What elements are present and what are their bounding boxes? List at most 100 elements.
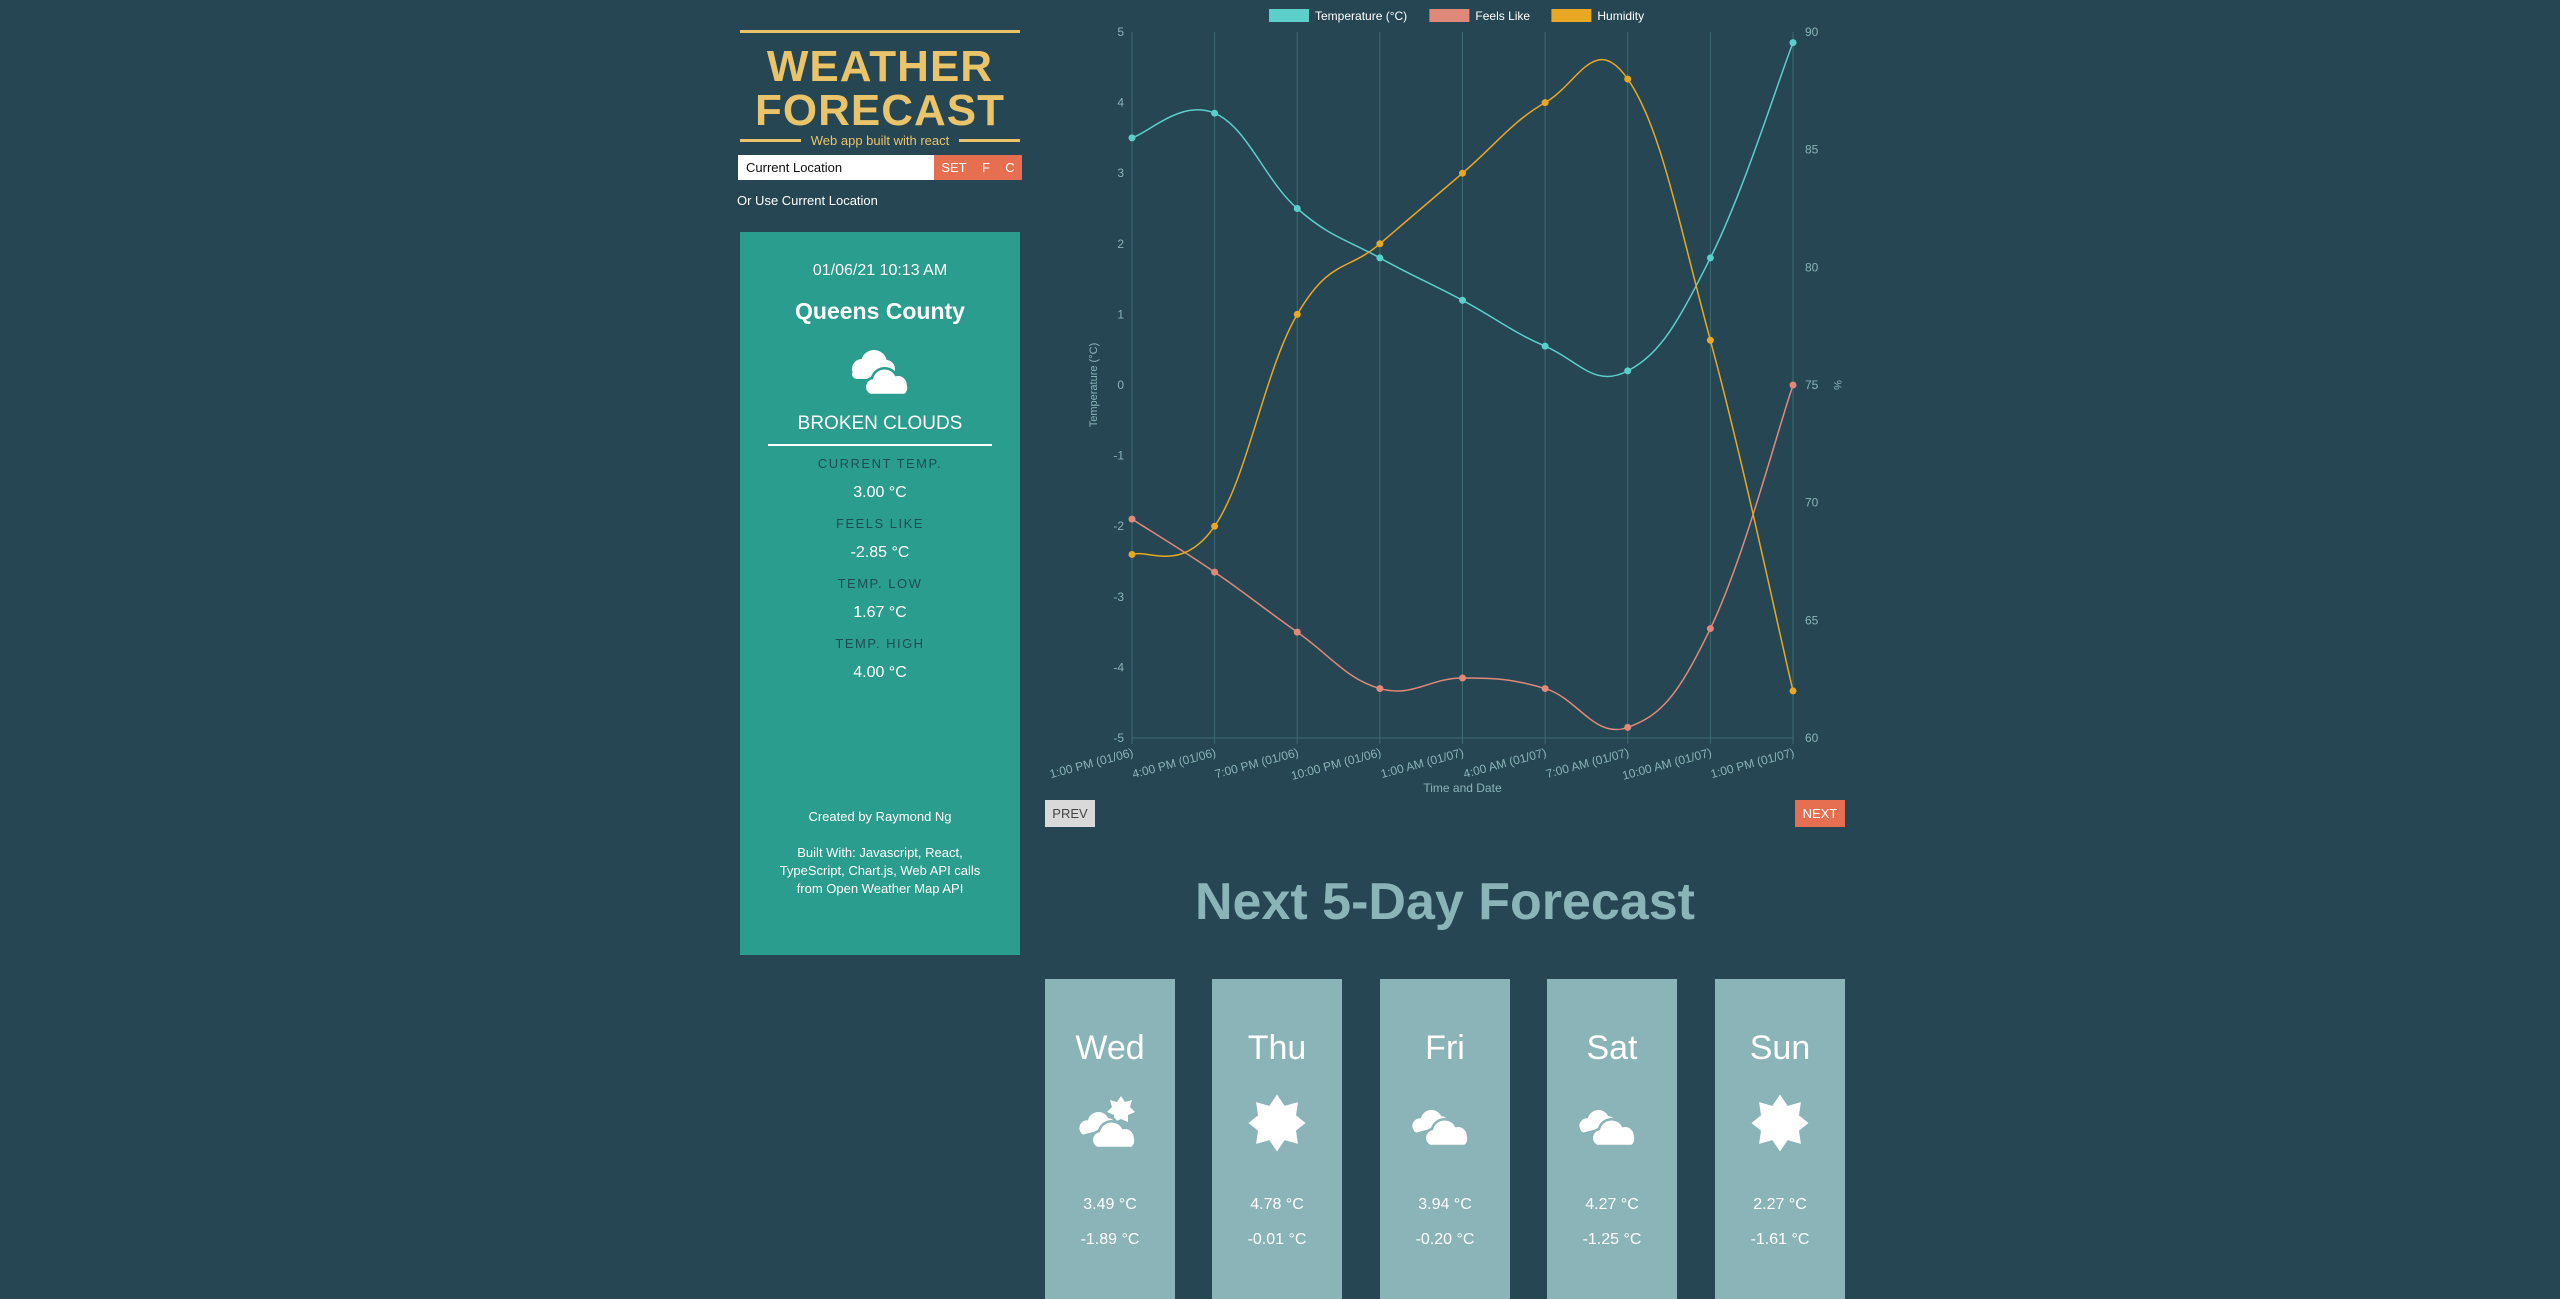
x-axis-title: Time and Date (1423, 781, 1502, 795)
data-point (1459, 296, 1466, 304)
y2-tick-label: 70 (1805, 496, 1819, 510)
data-point (1789, 381, 1797, 389)
data-point (1211, 568, 1219, 576)
set-location-button[interactable]: SET (934, 155, 974, 180)
forecast-heading: Next 5-Day Forecast (1195, 873, 1695, 931)
y2-tick-label: 60 (1805, 731, 1819, 745)
x-tick-label: 1:00 PM (01/07) (1709, 745, 1796, 781)
data-point (1128, 134, 1136, 142)
y-tick-label: 3 (1117, 166, 1124, 180)
current-temp-value: 3.00 °C (853, 484, 907, 501)
data-point (1293, 310, 1301, 318)
feels-like-value: -2.85 °C (850, 544, 910, 561)
y2-axis-title: % (1831, 380, 1843, 390)
day-low-temp: -1.89 °C (1080, 1231, 1140, 1248)
day-high-temp: 3.49 °C (1083, 1196, 1137, 1213)
data-point (1789, 687, 1797, 695)
y2-tick-label: 75 (1805, 378, 1819, 392)
day-name: Sun (1749, 1029, 1811, 1067)
app-brand: WEATHER FORECAST Web app built with reac… (740, 30, 1020, 148)
brand-rule-right (959, 139, 1020, 142)
hourly-chart: 5 4 3 2 1 0 -1 -2 -3 -4 -5 90 85 80 75 70 65 60 1:00 PM (0… (1040, 0, 1850, 810)
forecast-day-card: Fri 3.94 °C -0.20 °C (1380, 979, 1510, 1299)
legend-label: Humidity (1597, 9, 1644, 23)
broken-clouds-icon (844, 347, 916, 399)
y-tick-label: -1 (1113, 449, 1124, 463)
day-high-temp: 4.78 °C (1250, 1196, 1304, 1213)
clouds-icon (1576, 1092, 1647, 1154)
credit-text: Created by Raymond Ng (808, 809, 952, 824)
data-point (1706, 336, 1714, 344)
y-tick-label: -3 (1113, 590, 1124, 604)
forecast-list: Wed 3.49 °C -1.89 °C Thu 4.78 °C (1045, 979, 1845, 1299)
data-point (1376, 685, 1384, 693)
legend-label: Feels Like (1475, 9, 1530, 23)
current-datetime: 01/06/21 10:13 AM (812, 262, 948, 279)
data-point (1293, 628, 1301, 636)
data-point (1211, 109, 1219, 117)
brand-subtitle: Web app built with react (810, 133, 950, 148)
legend-swatch (1269, 9, 1309, 22)
y-axis-title: Temperature (°C) (1088, 343, 1100, 427)
y-tick-label: 2 (1117, 237, 1124, 251)
built-with-text: Built With: Javascript, React, TypeScrip… (779, 845, 981, 896)
data-point (1128, 515, 1136, 523)
location-search-bar: SET F C (738, 155, 1022, 180)
data-point (1541, 685, 1549, 693)
forecast-day-card: Sun 2.27 °C -1.61 °C (1715, 979, 1845, 1299)
partly-cloudy-icon (1075, 1092, 1145, 1154)
celsius-button[interactable]: C (998, 155, 1022, 180)
x-tick-label: 7:00 PM (01/06) (1213, 745, 1300, 781)
y-tick-label: -5 (1113, 731, 1124, 745)
next-button[interactable]: NEXT (1795, 800, 1845, 827)
day-low-temp: -0.20 °C (1415, 1231, 1475, 1248)
fahrenheit-button[interactable]: F (974, 155, 998, 180)
y2-tick-label: 80 (1805, 260, 1819, 274)
x-tick-label: 7:00 AM (01/07) (1544, 745, 1630, 781)
data-point (1376, 254, 1384, 262)
day-high-temp: 4.27 °C (1585, 1196, 1639, 1213)
day-name: Thu (1247, 1029, 1307, 1067)
x-tick-label: 4:00 PM (01/06) (1131, 745, 1218, 781)
day-name: Wed (1075, 1029, 1145, 1067)
data-point (1706, 254, 1714, 262)
prev-button[interactable]: PREV (1045, 800, 1095, 827)
legend-swatch (1551, 9, 1592, 22)
y2-tick-label: 85 (1805, 143, 1819, 157)
x-tick-label: 1:00 AM (01/07) (1379, 745, 1465, 781)
day-high-temp: 2.27 °C (1753, 1196, 1807, 1213)
data-point (1706, 625, 1714, 633)
data-point (1541, 99, 1549, 107)
day-low-temp: -1.25 °C (1582, 1231, 1642, 1248)
x-tick-label: 10:00 AM (01/07) (1621, 745, 1714, 782)
legend-label: Temperature (°C) (1315, 9, 1407, 23)
day-low-temp: -1.61 °C (1750, 1231, 1810, 1248)
brand-top-rule (740, 30, 1020, 33)
use-current-location-link[interactable]: Or Use Current Location (737, 193, 878, 208)
data-point (1624, 75, 1632, 83)
y-tick-label: -2 (1113, 519, 1124, 533)
data-point (1376, 240, 1384, 248)
brand-subtitle-row: Web app built with react (740, 133, 1020, 148)
day-name: Fri (1425, 1029, 1465, 1067)
day-name: Sat (1586, 1029, 1638, 1067)
forecast-day-card: Thu 4.78 °C -0.01 °C (1212, 979, 1342, 1299)
forecast-day-card: Sat 4.27 °C -1.25 °C (1547, 979, 1677, 1299)
temp-high-value: 4.00 °C (853, 664, 907, 681)
temp-high-label: TEMP. HIGH (835, 636, 925, 651)
y-tick-label: 1 (1117, 307, 1124, 321)
data-point (1541, 342, 1549, 350)
data-point (1459, 674, 1466, 682)
clouds-icon (1409, 1092, 1480, 1154)
x-tick-label: 4:00 AM (01/07) (1462, 745, 1548, 781)
data-point (1293, 205, 1301, 212)
location-input[interactable] (738, 155, 934, 180)
temp-low-value: 1.67 °C (853, 604, 907, 621)
day-high-temp: 3.94 °C (1418, 1196, 1472, 1213)
legend-swatch (1429, 9, 1470, 22)
day-low-temp: -0.01 °C (1247, 1231, 1307, 1248)
current-temp-label: CURRENT TEMP. (817, 456, 943, 471)
data-point (1128, 550, 1136, 558)
y-tick-label: 4 (1117, 96, 1124, 110)
y2-tick-label: 90 (1805, 25, 1819, 39)
